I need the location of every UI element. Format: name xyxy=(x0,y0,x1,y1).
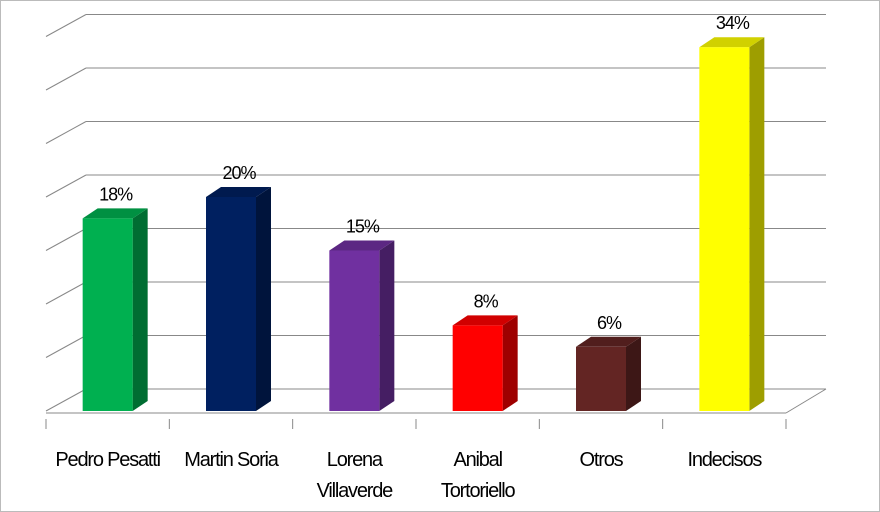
bar xyxy=(82,218,133,411)
x-tick-label: Indecisos xyxy=(687,449,762,471)
bar-top xyxy=(82,208,148,219)
x-tick-label: Otros xyxy=(579,449,624,471)
x-tick-label: Anibal Tortoriello xyxy=(440,449,516,502)
bar xyxy=(699,47,750,411)
value-label: 15% xyxy=(346,217,380,237)
bar xyxy=(329,250,380,411)
grid-line xyxy=(45,174,87,198)
bar-side xyxy=(749,37,765,411)
bar-top xyxy=(699,37,765,48)
bar-side xyxy=(379,240,395,411)
grid-line xyxy=(45,228,87,251)
bar-side xyxy=(626,336,641,411)
bar xyxy=(576,346,626,411)
x-tick-label: Pedro Pesatti xyxy=(55,449,161,471)
bar xyxy=(452,325,503,411)
value-label: 20% xyxy=(222,163,256,183)
bar-top xyxy=(576,336,641,347)
grid-line xyxy=(45,388,87,412)
grid-line xyxy=(45,121,87,144)
bar-top xyxy=(329,240,395,251)
value-label: 18% xyxy=(99,184,133,204)
grid-line xyxy=(45,335,87,358)
bar-side xyxy=(502,315,518,411)
grid-line xyxy=(45,14,87,37)
value-label: 6% xyxy=(597,313,622,333)
floor-edge xyxy=(785,388,827,414)
value-label: 8% xyxy=(474,291,499,311)
grid-line xyxy=(45,67,87,91)
x-tick-label: Martin Soria xyxy=(184,449,279,471)
grid-line xyxy=(45,281,87,305)
value-label: 34% xyxy=(716,13,750,33)
bar-top xyxy=(452,315,518,326)
bar-side xyxy=(132,208,148,411)
x-tick-label: Lorena Villaverde xyxy=(316,449,394,502)
bar-side xyxy=(256,187,271,411)
bar-top xyxy=(206,187,271,197)
bar xyxy=(206,197,256,411)
